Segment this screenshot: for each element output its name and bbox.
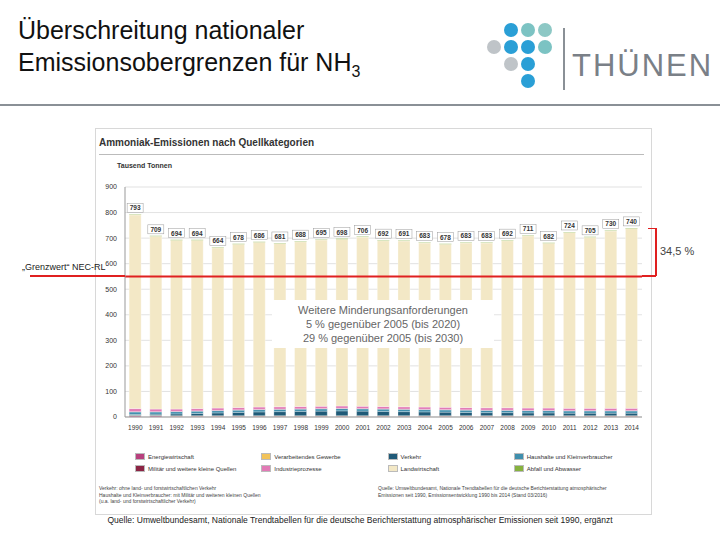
- html-text:Verkehr: Verkehr: [400, 453, 422, 460]
- svg-text:300: 300: [105, 337, 117, 344]
- html-text:Landwirtschaft: Landwirtschaft: [400, 465, 440, 472]
- svg-text:694: 694: [192, 230, 203, 237]
- svg-text:711: 711: [523, 225, 534, 232]
- html-text:Weitere Minderungsanforderunge: Weitere Minderungsanforderungen: [298, 304, 468, 316]
- svg-text:724: 724: [564, 222, 575, 229]
- html-text:(u.a. land- und forstwirtschaf: (u.a. land- und forstwirtschaftlicher Ve…: [99, 498, 196, 504]
- html-text:Emissionsobergrenzen für NH3: Emissionsobergrenzen für NH3: [18, 48, 361, 80]
- svg-text:678: 678: [440, 234, 451, 241]
- svg-text:705: 705: [585, 227, 596, 234]
- html-text:Energiewirtschaft: Energiewirtschaft: [148, 453, 194, 460]
- html-text:Tausend Tonnen: Tausend Tonnen: [117, 162, 172, 169]
- svg-text:2006: 2006: [459, 424, 474, 431]
- svg-text:1993: 1993: [190, 424, 205, 431]
- html-text:29 % gegenüber 2005 (bis 2030): 29 % gegenüber 2005 (bis 2030): [302, 332, 464, 344]
- html-text:Quelle: Umweltbundesamt, Natio: Quelle: Umweltbundesamt, Nationale Trend…: [107, 515, 613, 525]
- svg-text:1998: 1998: [294, 424, 309, 431]
- svg-text:200: 200: [105, 362, 117, 369]
- html-text:Haushalte und Kleinverbraucher: Haushalte und Kleinverbraucher: mit Mili…: [99, 491, 261, 498]
- svg-text:2001: 2001: [356, 424, 371, 431]
- svg-text:400: 400: [105, 311, 117, 318]
- svg-text:706: 706: [357, 227, 368, 234]
- html-text:34,5 %: 34,5 %: [660, 245, 695, 258]
- svg-text:1997: 1997: [273, 424, 288, 431]
- svg-text:694: 694: [171, 230, 182, 237]
- svg-text:740: 740: [626, 218, 637, 225]
- svg-text:2002: 2002: [376, 424, 391, 431]
- svg-text:692: 692: [502, 230, 513, 237]
- svg-text:0: 0: [113, 413, 117, 420]
- svg-text:683: 683: [461, 232, 472, 239]
- svg-text:793: 793: [130, 204, 141, 211]
- svg-text:2014: 2014: [624, 424, 639, 431]
- svg-text:2005: 2005: [438, 424, 453, 431]
- html-text:Emissionen seit 1990, Emission: Emissionen seit 1990, Emissionsentwicklu…: [378, 491, 548, 498]
- svg-text:681: 681: [274, 233, 285, 240]
- svg-text:1990: 1990: [128, 424, 143, 431]
- svg-text:686: 686: [254, 232, 265, 239]
- html-text:5 % gegenüber 2005 (bis 2020): 5 % gegenüber 2005 (bis 2020): [305, 318, 461, 330]
- svg-text:695: 695: [316, 229, 327, 236]
- html-text:Abfall und Abwasser: Abfall und Abwasser: [526, 465, 582, 472]
- svg-text:2009: 2009: [521, 424, 536, 431]
- svg-text:2000: 2000: [335, 424, 350, 431]
- html-text:Überschreitung nationaler: Überschreitung nationaler: [18, 16, 305, 44]
- html-text:Industrieprozesse: Industrieprozesse: [274, 465, 322, 472]
- svg-text:692: 692: [378, 230, 389, 237]
- svg-text:691: 691: [399, 230, 410, 237]
- svg-text:2008: 2008: [500, 424, 515, 431]
- svg-text:1995: 1995: [232, 424, 247, 431]
- svg-text:1994: 1994: [211, 424, 226, 431]
- svg-text:683: 683: [481, 232, 492, 239]
- svg-text:900: 900: [105, 183, 117, 190]
- html-text:Verarbeitendes Gewerbe: Verarbeitendes Gewerbe: [274, 453, 341, 460]
- svg-text:1991: 1991: [149, 424, 164, 431]
- svg-text:2012: 2012: [583, 424, 598, 431]
- svg-text:2011: 2011: [563, 424, 577, 431]
- html-text:Ammoniak-Emissionen nach Quell: Ammoniak-Emissionen nach Quellkategorien: [99, 137, 315, 148]
- svg-text:678: 678: [233, 234, 244, 241]
- svg-text:1999: 1999: [314, 424, 329, 431]
- svg-text:664: 664: [212, 237, 223, 244]
- svg-text:2010: 2010: [542, 424, 557, 431]
- svg-text:2004: 2004: [418, 424, 433, 431]
- svg-text:800: 800: [105, 209, 117, 216]
- html-text:„Grenzwert“ NEC-RL: „Grenzwert“ NEC-RL: [22, 262, 106, 273]
- svg-text:100: 100: [105, 388, 117, 395]
- html-text:Haushalte und Kleinverbraucher: Haushalte und Kleinverbraucher: [526, 453, 613, 460]
- svg-text:682: 682: [543, 233, 554, 240]
- svg-text:2003: 2003: [397, 424, 412, 431]
- svg-text:700: 700: [105, 235, 117, 242]
- html-text:Verkehr: ohne land- und forstw: Verkehr: ohne land- und forstwirtschaftl…: [99, 485, 217, 491]
- html-text:Militär und weitere kleine Que: Militär und weitere kleine Quellen: [148, 465, 237, 472]
- svg-text:1992: 1992: [169, 424, 184, 431]
- svg-text:698: 698: [337, 229, 348, 236]
- svg-text:730: 730: [605, 220, 616, 227]
- html-text:Quelle: Umweltbundesamt, Natio: Quelle: Umweltbundesamt, Nationale Trend…: [378, 485, 607, 491]
- svg-text:709: 709: [150, 226, 161, 233]
- svg-text:2013: 2013: [604, 424, 619, 431]
- svg-text:500: 500: [105, 286, 117, 293]
- svg-text:600: 600: [105, 260, 117, 267]
- svg-text:688: 688: [295, 231, 306, 238]
- svg-text:1996: 1996: [252, 424, 267, 431]
- svg-text:2007: 2007: [480, 424, 495, 431]
- html-text:THÜNEN: THÜNEN: [572, 48, 714, 83]
- svg-text:683: 683: [419, 232, 430, 239]
